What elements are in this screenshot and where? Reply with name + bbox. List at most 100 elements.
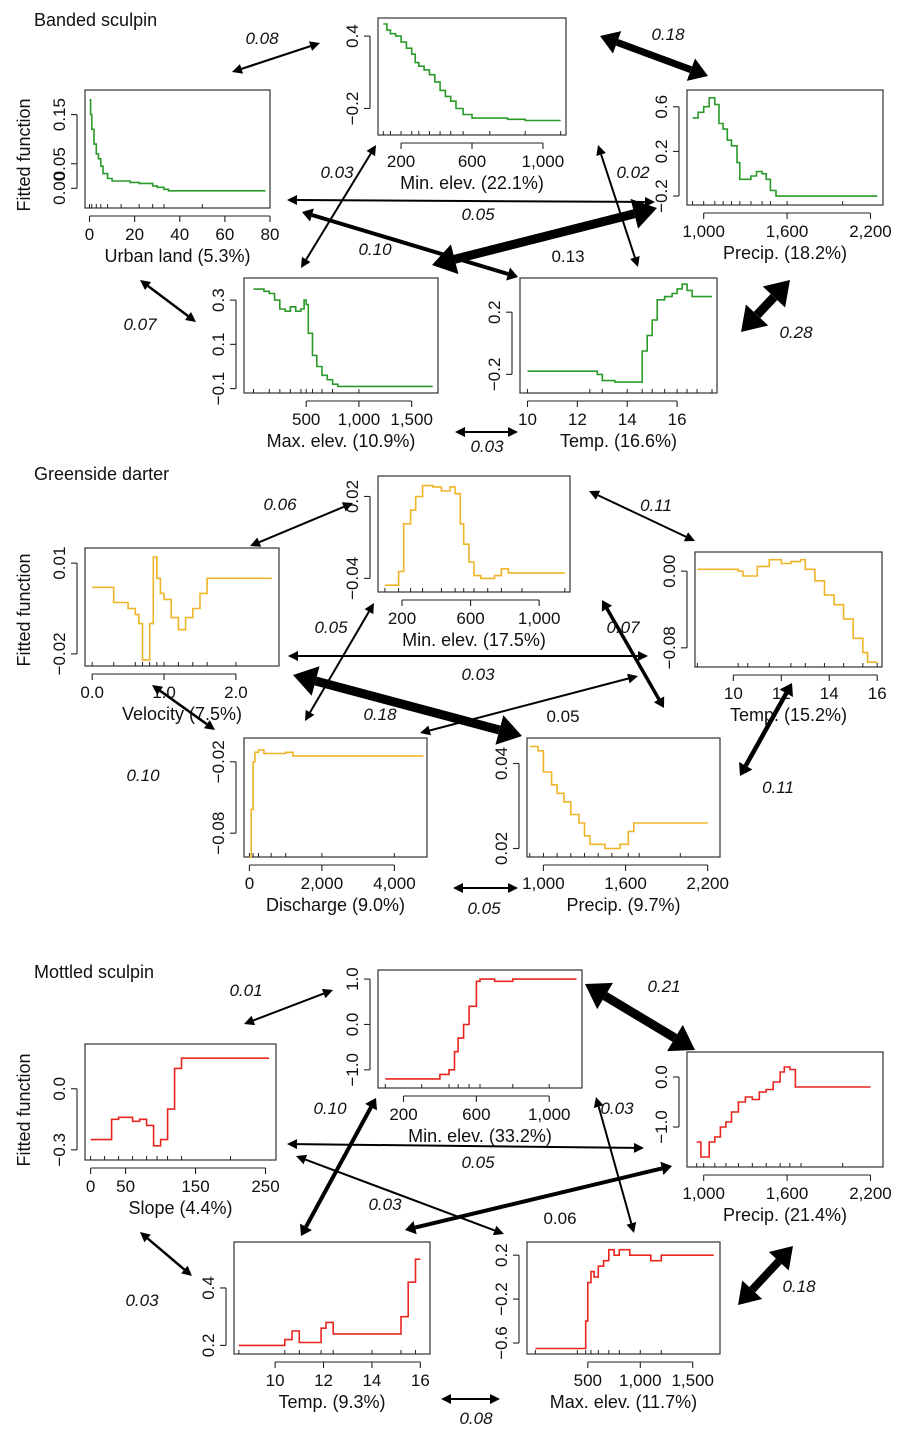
y-tick-label: −0.1 <box>209 372 228 406</box>
arrow-shaft <box>147 285 189 317</box>
species-title: Mottled sculpin <box>34 962 154 982</box>
interaction-value: 0.06 <box>543 1209 576 1228</box>
panel-frame <box>84 1043 277 1161</box>
x-tick-label: 0 <box>86 1177 95 1196</box>
interaction-arrow: 0.21 <box>585 977 695 1052</box>
panel-frame <box>243 277 439 394</box>
x-tick-label: 1,500 <box>671 1371 714 1390</box>
arrow-head <box>140 1232 151 1243</box>
y-tick-label: 0.01 <box>50 547 69 580</box>
y-tick-label: 0.0 <box>343 1013 362 1037</box>
fitted-line <box>383 23 561 122</box>
interaction-arrow: 0.10 <box>299 1098 378 1236</box>
arrow-head <box>232 64 244 74</box>
arrow-head <box>455 427 465 437</box>
interaction-arrow: 0.10 <box>302 208 518 281</box>
interaction-value: 0.03 <box>600 1099 634 1118</box>
arrow-head <box>405 1220 417 1235</box>
panel-slope: 0 50 150 250 Slope (4.4%) −0.3 0.0 <box>50 1043 280 1218</box>
fitted-line <box>385 978 577 1080</box>
arrow-head <box>302 208 314 222</box>
arrow-shaft <box>753 293 778 319</box>
x-tick-label: 2,000 <box>301 874 344 893</box>
arrow-head <box>420 725 431 736</box>
x-tick-label: 150 <box>181 1177 209 1196</box>
rug-marks <box>534 1350 662 1354</box>
y-tick-label: 0.04 <box>492 747 511 780</box>
fitted-line <box>90 1057 269 1147</box>
arrow-head <box>686 58 708 81</box>
arrow-head <box>633 1142 644 1153</box>
interaction-arrow: 0.05 <box>287 1139 644 1172</box>
arrow-head <box>441 1394 451 1404</box>
y-tick-label: 0.02 <box>492 832 511 865</box>
arrow-head <box>660 1161 672 1176</box>
panel-precip: 1,000 1,600 2,200 Precip. (9.7%) 0.02 0.04 <box>492 737 729 915</box>
fitted-line <box>527 283 712 383</box>
interaction-value: 0.03 <box>320 163 354 182</box>
arrow-shaft <box>305 153 372 260</box>
rug-marks <box>89 204 203 208</box>
arrow-shaft <box>304 1106 373 1228</box>
x-axis-label: Temp. (16.6%) <box>560 431 677 451</box>
arrow-head <box>364 603 374 615</box>
interaction-arrow: 0.03 <box>301 145 376 268</box>
y-tick-label: 0.2 <box>652 140 671 164</box>
arrow-head <box>185 312 196 322</box>
x-tick-label: 2,200 <box>849 1184 892 1203</box>
x-axis-label: Min. elev. (33.2%) <box>408 1126 552 1146</box>
arrow-head <box>365 1098 378 1111</box>
interaction-arrow: 0.10 <box>126 685 215 785</box>
panel-maxelev: 500 1,000 1,500 Max. elev. (10.9%) −0.1 0.1 0.… <box>209 277 439 451</box>
y-tick-label: 0.05 <box>50 147 69 180</box>
arrow-shaft <box>296 1143 635 1149</box>
fitted-line <box>238 1258 421 1347</box>
panel-frame <box>686 89 884 206</box>
interaction-arrow: 0.08 <box>232 29 320 74</box>
interaction-value: 0.18 <box>782 1277 816 1296</box>
x-axis-label: Slope (4.4%) <box>128 1198 232 1218</box>
arrow-head <box>250 537 262 547</box>
x-tick-label: 1,000 <box>522 152 565 171</box>
interaction-arrow: 0.18 <box>600 25 708 81</box>
panel-minelev: 200 600 1,000 Min. elev. (33.2%) −1.0 0.0 1.0 <box>343 967 583 1146</box>
fitted-line <box>249 749 424 858</box>
y-tick-label: 0.2 <box>199 1334 218 1358</box>
interaction-arrow: 0.08 <box>441 1394 500 1428</box>
x-tick-label: 16 <box>868 684 887 703</box>
panel-temp: 10 12 14 16 Temp. (9.3%) 0.2 0.4 <box>199 1241 431 1412</box>
arrow-head <box>453 883 463 893</box>
x-axis-label: Precip. (9.7%) <box>566 895 680 915</box>
panel-frame <box>526 1241 721 1355</box>
arrow-head <box>203 720 215 730</box>
arrow-shaft <box>600 154 636 258</box>
x-tick-label: 1,600 <box>766 1184 809 1203</box>
arrow-head <box>627 673 638 684</box>
interaction-arrow: 0.02 <box>596 145 650 267</box>
y-tick-label: 0.4 <box>343 24 362 48</box>
x-tick-label: 16 <box>411 1371 430 1390</box>
rug-marks <box>238 1350 416 1354</box>
x-tick-label: 2,200 <box>849 222 892 241</box>
arrow-head <box>762 280 790 308</box>
y-tick-label: 0.4 <box>199 1276 218 1300</box>
panel-frame <box>377 969 583 1089</box>
interaction-value: 0.28 <box>779 323 813 342</box>
y-tick-label: −1.0 <box>343 1053 362 1087</box>
arrow-shaft <box>241 45 311 70</box>
arrow-head <box>630 255 640 267</box>
panel-frame <box>694 551 883 668</box>
arrow-shaft <box>743 692 789 767</box>
panel-frame <box>243 737 428 858</box>
y-tick-label: −1.0 <box>652 1110 671 1144</box>
arrow-head <box>140 280 151 290</box>
x-tick-label: 10 <box>518 410 537 429</box>
interaction-value: 0.08 <box>245 29 279 48</box>
interaction-arrow: 0.07 <box>601 600 665 708</box>
panel-maxelev: 500 1,000 1,500 Max. elev. (11.7%) −0.6 −0.2 0… <box>492 1241 721 1412</box>
interaction-arrow: 0.06 <box>250 495 353 547</box>
rug-marks <box>692 201 844 205</box>
